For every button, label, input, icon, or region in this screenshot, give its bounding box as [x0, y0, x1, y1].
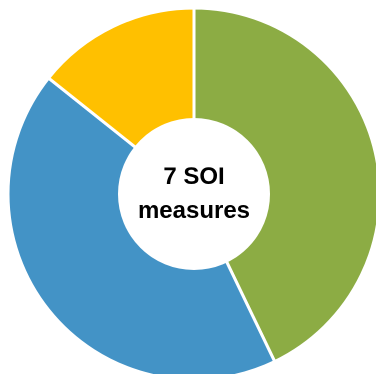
slice-1: [192, 6, 376, 364]
donut-hole: [118, 118, 270, 270]
donut-slices: [6, 6, 376, 374]
center-label-line-2: measures: [138, 197, 250, 224]
center-label-line-1: 7 SOI: [163, 163, 224, 190]
